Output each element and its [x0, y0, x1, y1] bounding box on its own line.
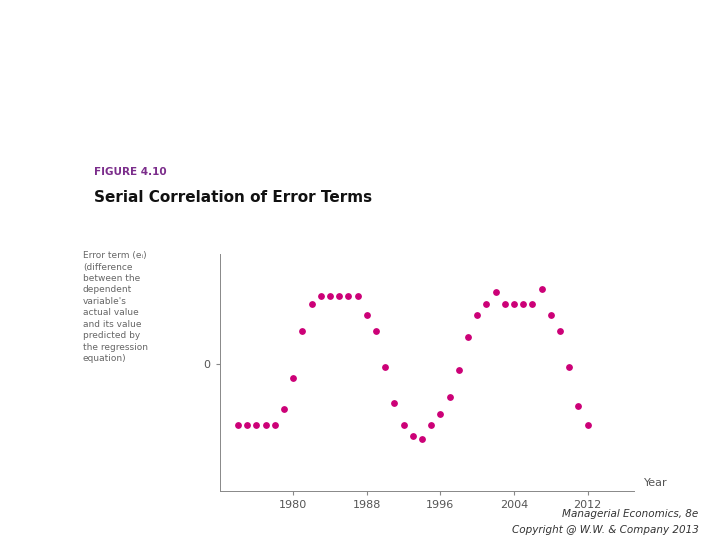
Point [278, 404, 289, 413]
Point [333, 292, 345, 300]
Point [260, 421, 271, 429]
Point [324, 292, 336, 300]
Text: Year: Year [644, 478, 668, 488]
Point [554, 327, 566, 335]
Point [407, 432, 418, 441]
Point [343, 292, 354, 300]
Point [426, 421, 437, 429]
Point [379, 362, 391, 371]
Point [352, 292, 364, 300]
Point [572, 402, 584, 410]
Point [306, 299, 318, 308]
Point [389, 399, 400, 407]
Point [536, 285, 547, 293]
Point [370, 327, 382, 335]
Point [444, 393, 455, 402]
Text: Managerial Economics, 8e: Managerial Economics, 8e [562, 509, 698, 519]
Point [508, 299, 520, 308]
Point [472, 310, 483, 319]
Point [435, 410, 446, 418]
Point [518, 299, 529, 308]
Point [582, 421, 593, 429]
Point [269, 421, 281, 429]
Text: Copyright @ W.W. & Company 2013: Copyright @ W.W. & Company 2013 [511, 524, 698, 535]
Text: Serial Correlation of Error Terms: Serial Correlation of Error Terms [94, 190, 372, 205]
Text: (CONT'D): (CONT'D) [300, 111, 420, 135]
Text: FIGURE 4.10: FIGURE 4.10 [94, 167, 166, 178]
Point [398, 421, 410, 429]
Point [462, 332, 474, 341]
Point [481, 299, 492, 308]
Point [545, 310, 557, 319]
Point [526, 299, 538, 308]
Point [241, 421, 253, 429]
Point [499, 299, 510, 308]
Point [490, 288, 501, 297]
Point [453, 366, 464, 374]
Point [315, 292, 327, 300]
Text: Error term (eᵢ)
(difference
between the
dependent
variable's
actual value
and it: Error term (eᵢ) (difference between the … [83, 251, 148, 363]
Point [361, 310, 372, 319]
Point [564, 362, 575, 371]
Point [297, 327, 308, 335]
Point [251, 421, 262, 429]
Point [233, 421, 244, 429]
Text: SERIAL CORRELATION OF ERROR TERMS: SERIAL CORRELATION OF ERROR TERMS [95, 55, 625, 79]
Point [287, 373, 299, 382]
Point [416, 435, 428, 444]
